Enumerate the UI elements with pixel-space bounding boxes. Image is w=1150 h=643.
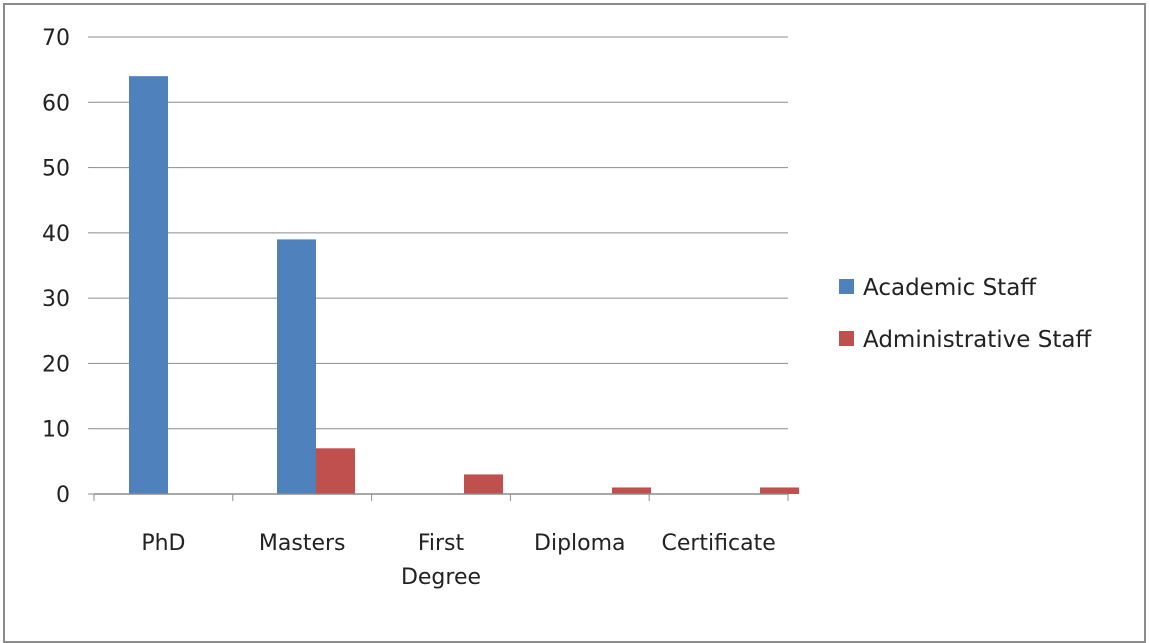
legend-label: Academic Staff	[863, 275, 1037, 301]
legend: Academic Staff Administrative Staff	[839, 275, 1092, 353]
x-tick-label: Certificate	[661, 531, 775, 556]
y-tick-label: 50	[42, 157, 70, 182]
y-axis-ticks: 0 10 20 30 40 50 60 70	[42, 26, 94, 508]
bars	[129, 76, 799, 495]
x-axis	[93, 493, 789, 501]
x-tick-label: Diploma	[534, 531, 626, 556]
y-tick-label: 60	[42, 91, 70, 116]
y-tick-label: 10	[42, 418, 70, 443]
y-tick-label: 30	[42, 287, 70, 312]
y-tick-label: 40	[42, 222, 70, 247]
x-tick-label: Masters	[259, 531, 346, 556]
x-tick-label: Degree	[401, 565, 481, 590]
legend-swatch-administrative-staff	[839, 331, 854, 346]
x-tick-label: PhD	[141, 531, 185, 556]
y-tick-label: 20	[42, 352, 70, 377]
bar-administrative-staff-diploma	[612, 487, 651, 494]
x-tick-label: First	[418, 531, 465, 556]
bar-academic-staff-masters	[277, 239, 316, 494]
bar-administrative-staff-first-degree	[464, 474, 503, 494]
bar-chart: 0 10 20 30 40 50 60 70 PhD Masters First Degree Dip…	[42, 26, 1092, 590]
bar-academic-staff-phd	[129, 76, 168, 495]
bar-administrative-staff-masters	[316, 448, 355, 494]
gridlines	[94, 36, 788, 430]
y-tick-label: 70	[42, 26, 70, 51]
legend-swatch-academic-staff	[839, 279, 854, 294]
y-tick-label: 0	[56, 483, 70, 508]
chart-frame	[3, 3, 1146, 643]
bar-administrative-staff-certificate	[760, 487, 799, 494]
x-axis-labels: PhD Masters First Degree Diploma Certificate	[141, 531, 775, 590]
legend-label: Administrative Staff	[863, 327, 1092, 353]
